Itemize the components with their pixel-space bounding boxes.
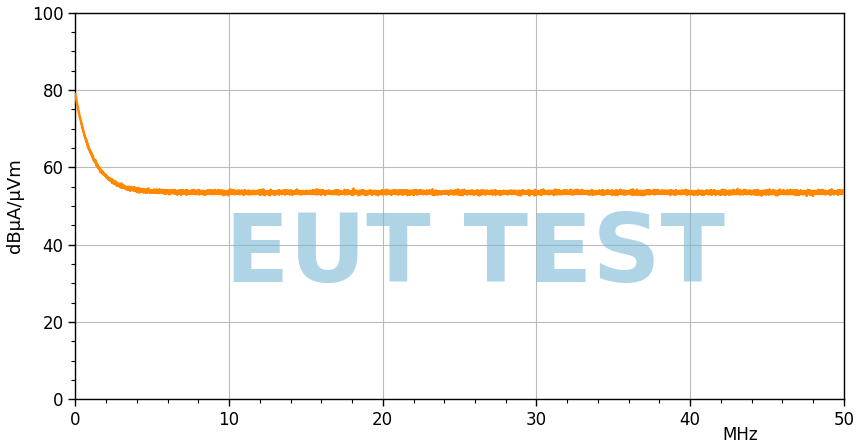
- Text: EUT TEST: EUT TEST: [225, 210, 725, 302]
- Text: MHz: MHz: [722, 426, 758, 444]
- Y-axis label: dBμA/μVm: dBμA/μVm: [5, 159, 23, 253]
